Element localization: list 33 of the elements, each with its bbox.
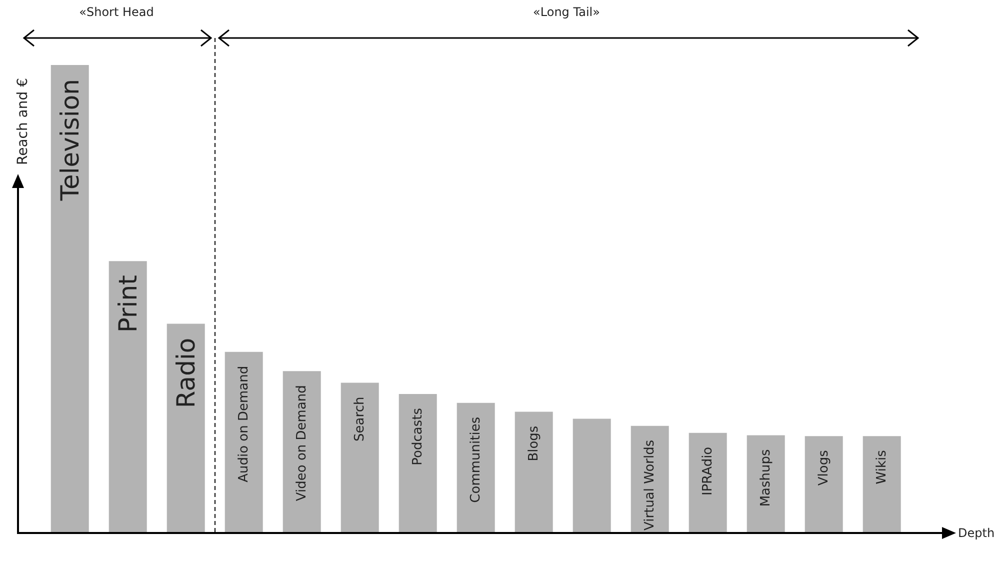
bar [50, 65, 89, 533]
x-tick-label: Search [352, 396, 368, 442]
x-tick-label: Communities [468, 416, 484, 503]
bar [166, 324, 205, 533]
bar [108, 261, 147, 533]
x-tick-label: IPRAdio [700, 446, 716, 496]
x-tick-label: Blogs [526, 426, 542, 462]
x-tick-label: Virtual Worlds [642, 440, 658, 530]
text: «Short Head [79, 5, 154, 19]
x-tick-label: Print [113, 274, 142, 333]
x-tick-label: Video on Demand [294, 385, 310, 502]
text: «Long Tail» [533, 5, 600, 19]
bar [862, 436, 901, 533]
bar [456, 402, 495, 533]
x-tick-label: Television [55, 79, 84, 202]
bar [572, 418, 611, 533]
bar [630, 426, 669, 533]
bar [688, 432, 727, 533]
x-tick-label: Mashups [758, 448, 774, 507]
bar [340, 382, 379, 533]
x-tick-label: Radio [171, 338, 200, 408]
bar [746, 435, 785, 533]
x-tick-label: Vlogs [816, 450, 832, 486]
bar [804, 436, 843, 533]
x-axis-title: Depth [958, 526, 995, 540]
bar [282, 371, 321, 533]
x-tick-label: Audio on Demand [236, 366, 252, 482]
bar [514, 412, 553, 533]
bar [224, 352, 263, 533]
bar [398, 394, 437, 533]
y-axis-title: Reach and € [15, 78, 31, 165]
x-tick-label: Podcasts [410, 408, 426, 466]
x-tick-label: Wikis [874, 450, 890, 484]
